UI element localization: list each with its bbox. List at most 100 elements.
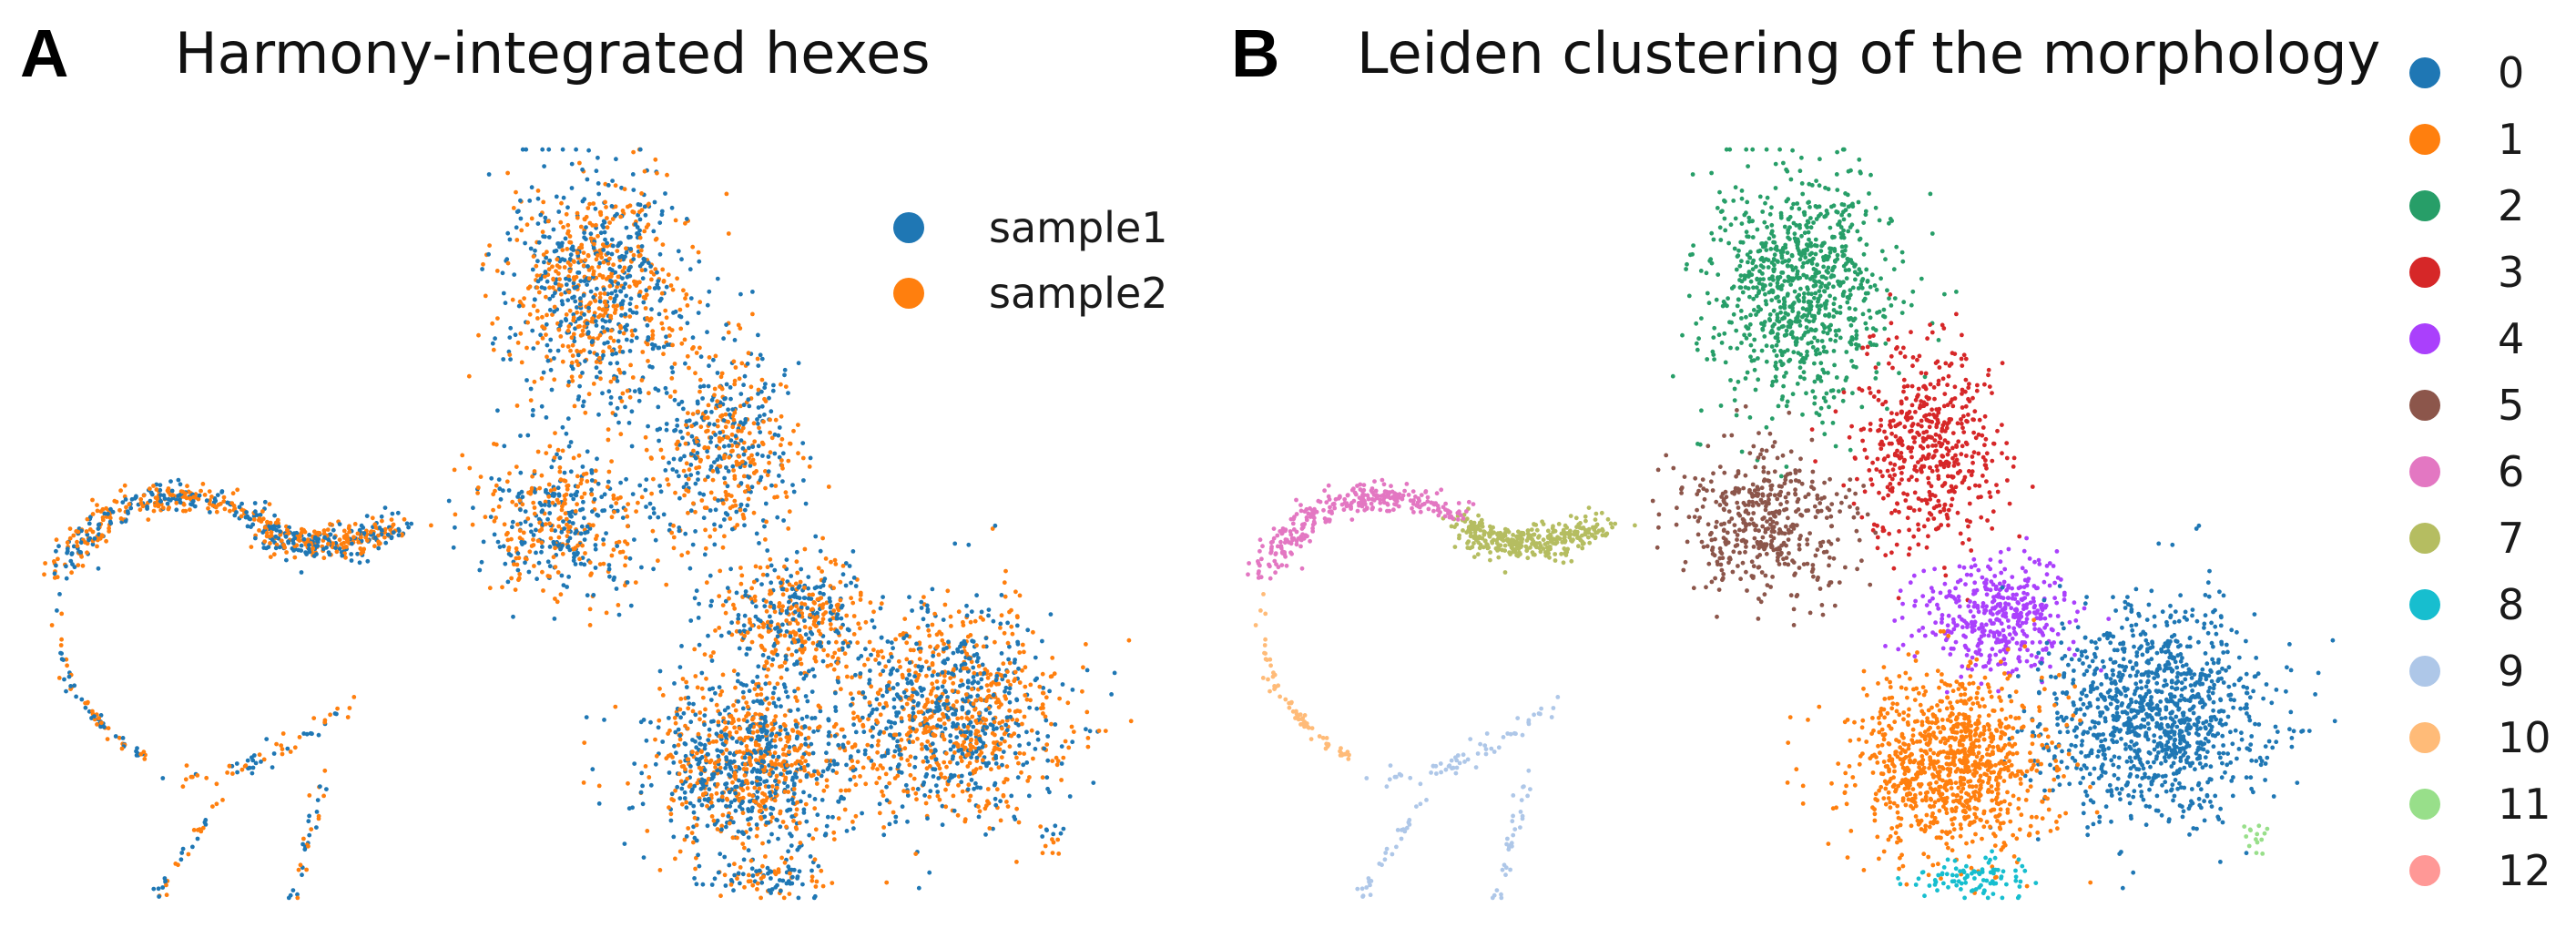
sample-point (610, 352, 615, 357)
sample-point (818, 548, 823, 554)
sample-point (850, 764, 856, 770)
sample-point (688, 719, 694, 725)
sample-point (771, 382, 776, 388)
sample-point (585, 524, 590, 529)
sample-point (588, 301, 593, 305)
sample-point (904, 657, 910, 662)
sample-point (591, 382, 596, 386)
sample-point (1028, 682, 1033, 688)
sample-point (560, 343, 565, 349)
sample-point (658, 296, 664, 301)
sample-point (829, 559, 833, 565)
sample-point (613, 289, 618, 293)
sample-point (806, 735, 811, 740)
sample-point (915, 736, 920, 741)
sample-point (933, 783, 939, 788)
sample-point (650, 336, 655, 341)
sample-point (1048, 612, 1054, 617)
sample-point (1040, 702, 1045, 707)
sample-point (602, 287, 606, 291)
sample-point (836, 742, 841, 748)
sample-point (663, 308, 668, 313)
sample-point (891, 697, 897, 702)
sample-point (581, 293, 586, 298)
sample-point (921, 730, 926, 735)
sample-point (1008, 714, 1013, 719)
sample-point (984, 725, 990, 730)
sample-point (597, 355, 602, 361)
sample-point (787, 892, 792, 896)
sample-point (639, 208, 645, 213)
sample-point (793, 581, 799, 586)
sample-point (1019, 770, 1023, 775)
sample-point (471, 505, 475, 511)
sample-point (1050, 656, 1055, 660)
sample-point (637, 147, 643, 152)
sample-point (684, 474, 688, 479)
sample-point (589, 571, 594, 576)
sample-point (785, 770, 790, 775)
sample-point (665, 172, 669, 178)
sample-point (713, 690, 718, 696)
sample-point (530, 474, 535, 479)
sample-point (651, 511, 657, 515)
sample-point (786, 647, 791, 652)
sample-point (730, 835, 736, 841)
sample-point (773, 872, 779, 877)
sample-point (940, 733, 945, 739)
sample-point (545, 312, 549, 318)
sample-point (576, 453, 582, 458)
sample-point (578, 296, 583, 301)
sample-point (805, 699, 810, 704)
sample-point (550, 264, 555, 270)
sample-point (972, 678, 977, 684)
sample-point (677, 760, 683, 764)
sample-point (555, 257, 560, 262)
sample-point (535, 309, 540, 313)
sample-point (818, 709, 823, 714)
sample-point (508, 357, 513, 362)
sample-point (810, 592, 815, 597)
sample-point (548, 337, 554, 342)
sample-point (748, 384, 754, 390)
sample-point (714, 790, 719, 796)
sample-point (794, 724, 799, 729)
sample-point (575, 305, 579, 310)
sample-point (613, 704, 618, 709)
sample-point (811, 729, 816, 734)
sample-point (1024, 697, 1030, 702)
sample-point (802, 768, 807, 773)
sample-point (560, 147, 565, 152)
sample-point (838, 579, 843, 585)
sample-point (1084, 668, 1090, 673)
sample-point (765, 473, 770, 478)
sample-point (597, 332, 603, 338)
sample-point (501, 291, 506, 296)
sample-point (936, 704, 942, 709)
sample-point (1014, 806, 1019, 811)
sample-point (601, 542, 606, 547)
sample-point (264, 530, 270, 535)
sample-point (569, 335, 575, 341)
sample-point (355, 551, 360, 556)
sample-point (222, 506, 228, 512)
sample-point (568, 348, 573, 353)
sample-point (616, 240, 622, 246)
sample-point (637, 390, 643, 395)
sample-point (1002, 580, 1007, 586)
sample-point (802, 618, 807, 623)
sample-point (570, 342, 575, 348)
sample-point (617, 550, 623, 555)
sample-point (851, 774, 857, 780)
sample-point (996, 765, 1002, 770)
sample-point (752, 462, 757, 466)
sample-point (575, 502, 579, 507)
sample-point (808, 455, 813, 461)
sample-point (692, 876, 697, 881)
sample-point (1047, 688, 1052, 694)
sample-point (547, 258, 553, 263)
sample-point (689, 831, 695, 835)
sample-point (611, 303, 616, 309)
sample-point (552, 309, 557, 314)
sample-point (475, 491, 480, 495)
